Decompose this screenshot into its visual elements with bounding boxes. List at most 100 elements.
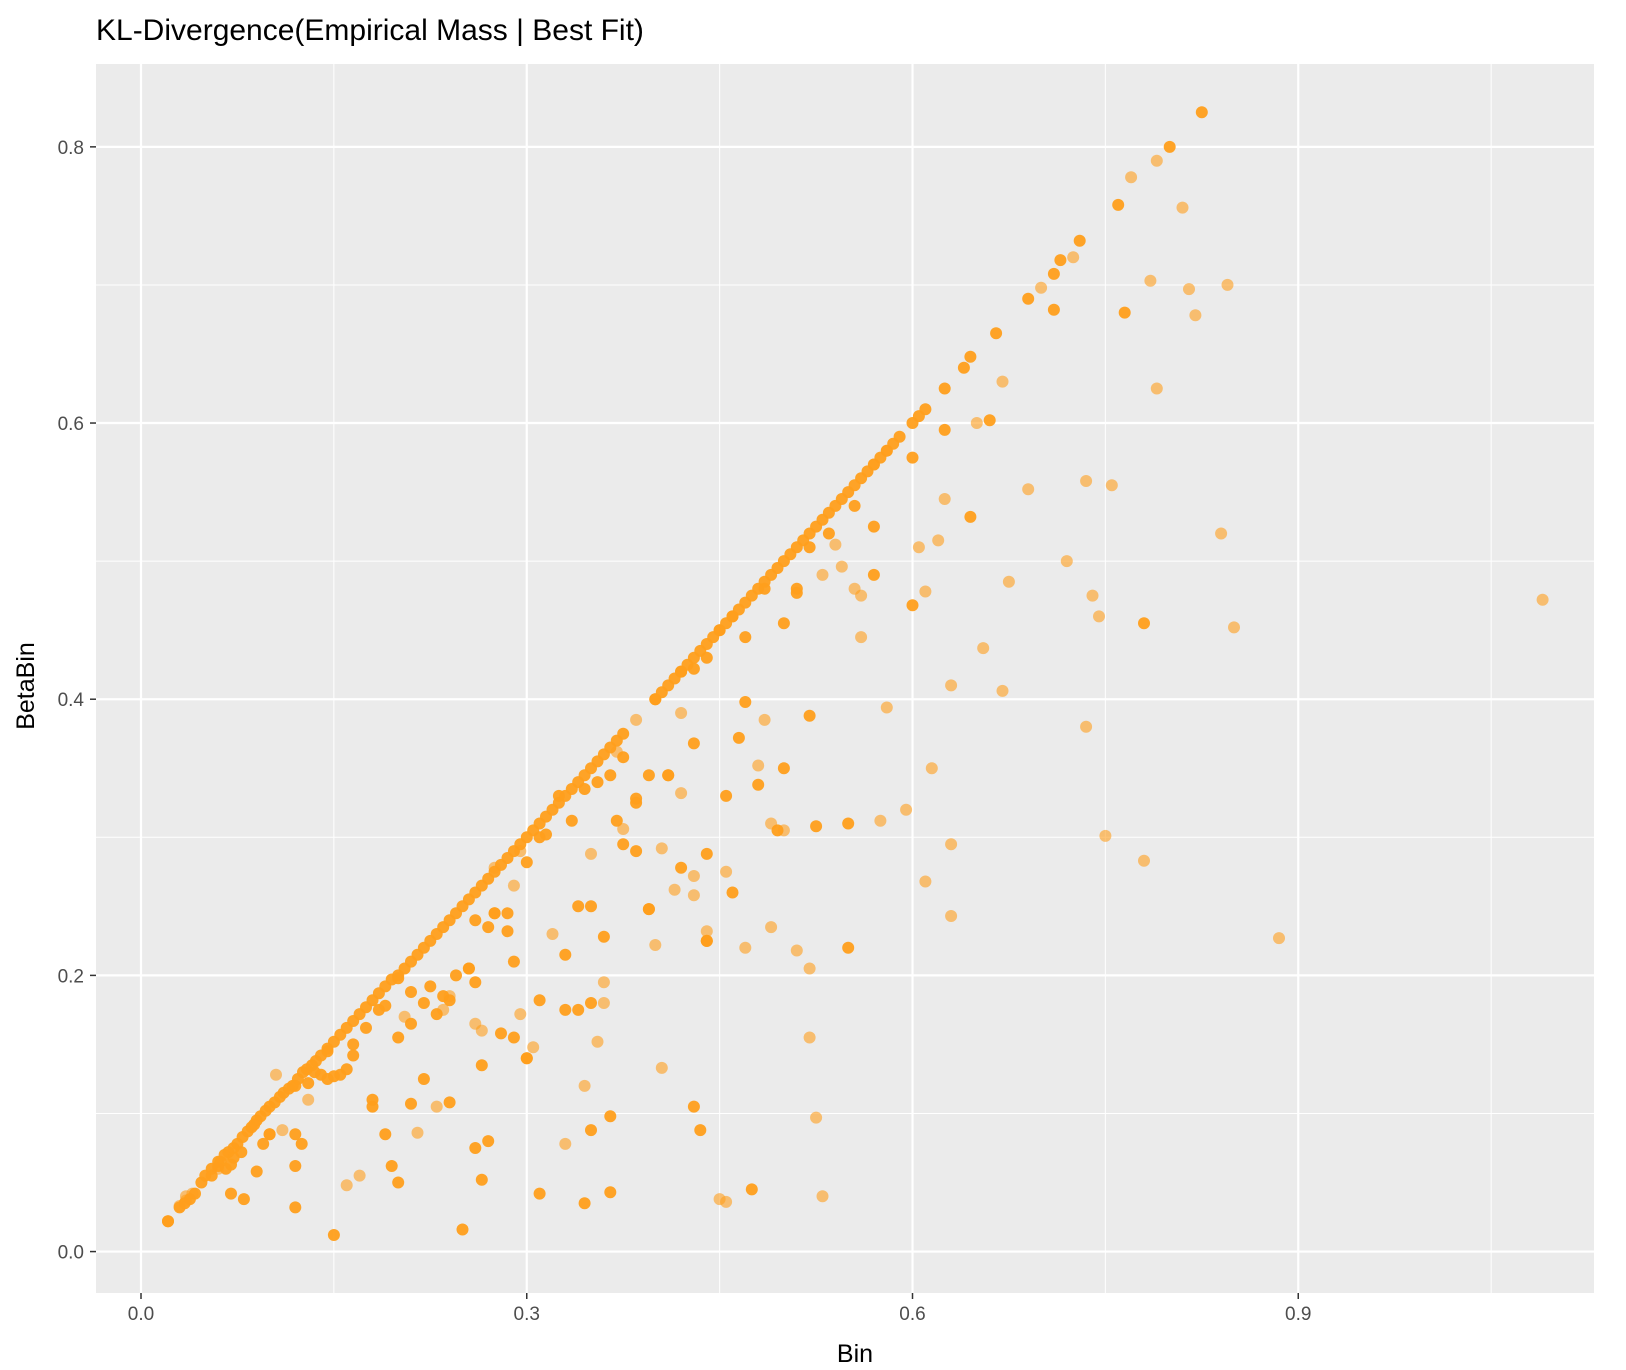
data-point (855, 631, 868, 644)
data-point (977, 642, 990, 655)
data-point (559, 948, 572, 961)
data-point (655, 842, 668, 855)
data-point (559, 1137, 572, 1150)
data-point (475, 1173, 488, 1186)
data-point (385, 1160, 398, 1172)
data-point (1163, 140, 1176, 153)
data-point (321, 1073, 334, 1085)
data-point (591, 776, 604, 789)
data-point (289, 1201, 302, 1214)
data-point (366, 1093, 379, 1106)
data-point (1022, 292, 1035, 305)
data-point (1215, 527, 1228, 540)
data-point (591, 1035, 604, 1048)
data-point (1176, 201, 1189, 214)
data-point (964, 350, 977, 363)
x-tick-label: 0.3 (514, 1304, 540, 1325)
data-point (732, 731, 745, 744)
data-point (507, 955, 520, 968)
data-point (649, 693, 662, 706)
data-point (1067, 251, 1080, 264)
data-point (392, 1031, 405, 1044)
data-point (1183, 283, 1195, 296)
data-points (162, 106, 1549, 1241)
data-point (379, 999, 392, 1012)
data-point (970, 417, 983, 429)
data-point (585, 847, 597, 860)
data-point (1125, 171, 1138, 184)
data-point (495, 1027, 507, 1040)
data-point (790, 586, 803, 599)
data-point (694, 1124, 707, 1137)
data-point (578, 783, 591, 795)
data-point (398, 1010, 411, 1023)
data-point (1536, 593, 1549, 606)
data-point (810, 820, 823, 833)
data-point (597, 976, 610, 989)
data-point (700, 847, 713, 860)
data-point (507, 1031, 520, 1044)
data-point (675, 707, 688, 719)
y-axis: 0.0 0.2 0.4 0.6 0.8 (58, 138, 96, 1264)
data-point (803, 962, 816, 975)
data-point (235, 1146, 248, 1159)
data-point (938, 382, 951, 395)
data-point (1093, 610, 1105, 623)
data-point (405, 1097, 417, 1110)
y-tick-label: 0.2 (58, 966, 84, 987)
data-point (1189, 309, 1202, 322)
plot-panel (96, 64, 1594, 1293)
data-point (417, 997, 430, 1009)
data-point (687, 889, 700, 902)
data-point (945, 838, 958, 851)
data-point (1022, 483, 1035, 496)
data-point (880, 444, 893, 457)
data-point (726, 886, 739, 899)
data-point (700, 934, 713, 947)
data-point (417, 1073, 430, 1085)
data-point (405, 986, 417, 998)
data-point (655, 1061, 668, 1074)
data-point (162, 1215, 174, 1228)
data-point (842, 817, 855, 830)
data-point (488, 907, 501, 920)
data-point (585, 900, 597, 913)
data-point (855, 589, 868, 602)
data-point (938, 423, 951, 436)
data-point (263, 1128, 276, 1141)
data-point (585, 997, 597, 1009)
data-point (450, 969, 462, 982)
x-tick-label: 0.9 (1285, 1304, 1311, 1325)
y-tick-label: 0.8 (58, 138, 84, 159)
data-point (250, 1165, 263, 1178)
data-point (900, 803, 913, 816)
data-point (540, 828, 552, 841)
data-point (996, 684, 1009, 697)
data-point (237, 1193, 250, 1206)
data-point (919, 585, 932, 598)
data-point (649, 939, 662, 951)
data-point (180, 1190, 192, 1203)
data-point (1047, 303, 1060, 316)
data-point (212, 1162, 225, 1175)
data-point (462, 962, 475, 975)
data-point (642, 769, 655, 782)
data-point (604, 1186, 617, 1199)
data-point (437, 1003, 450, 1016)
x-axis: 0.0 0.3 0.6 0.9 (128, 1293, 1311, 1325)
data-point (482, 921, 495, 934)
data-point (945, 910, 958, 922)
data-point (752, 778, 765, 791)
data-point (1273, 932, 1285, 945)
data-point (527, 1041, 540, 1054)
data-point (392, 972, 405, 985)
data-point (700, 925, 713, 938)
data-point (482, 1135, 495, 1148)
data-point (777, 824, 790, 837)
data-point (957, 361, 970, 374)
y-tick-label: 0.0 (58, 1243, 84, 1264)
data-point (302, 1093, 315, 1106)
data-point (533, 994, 546, 1007)
data-point (340, 1063, 353, 1076)
data-point (945, 679, 958, 692)
